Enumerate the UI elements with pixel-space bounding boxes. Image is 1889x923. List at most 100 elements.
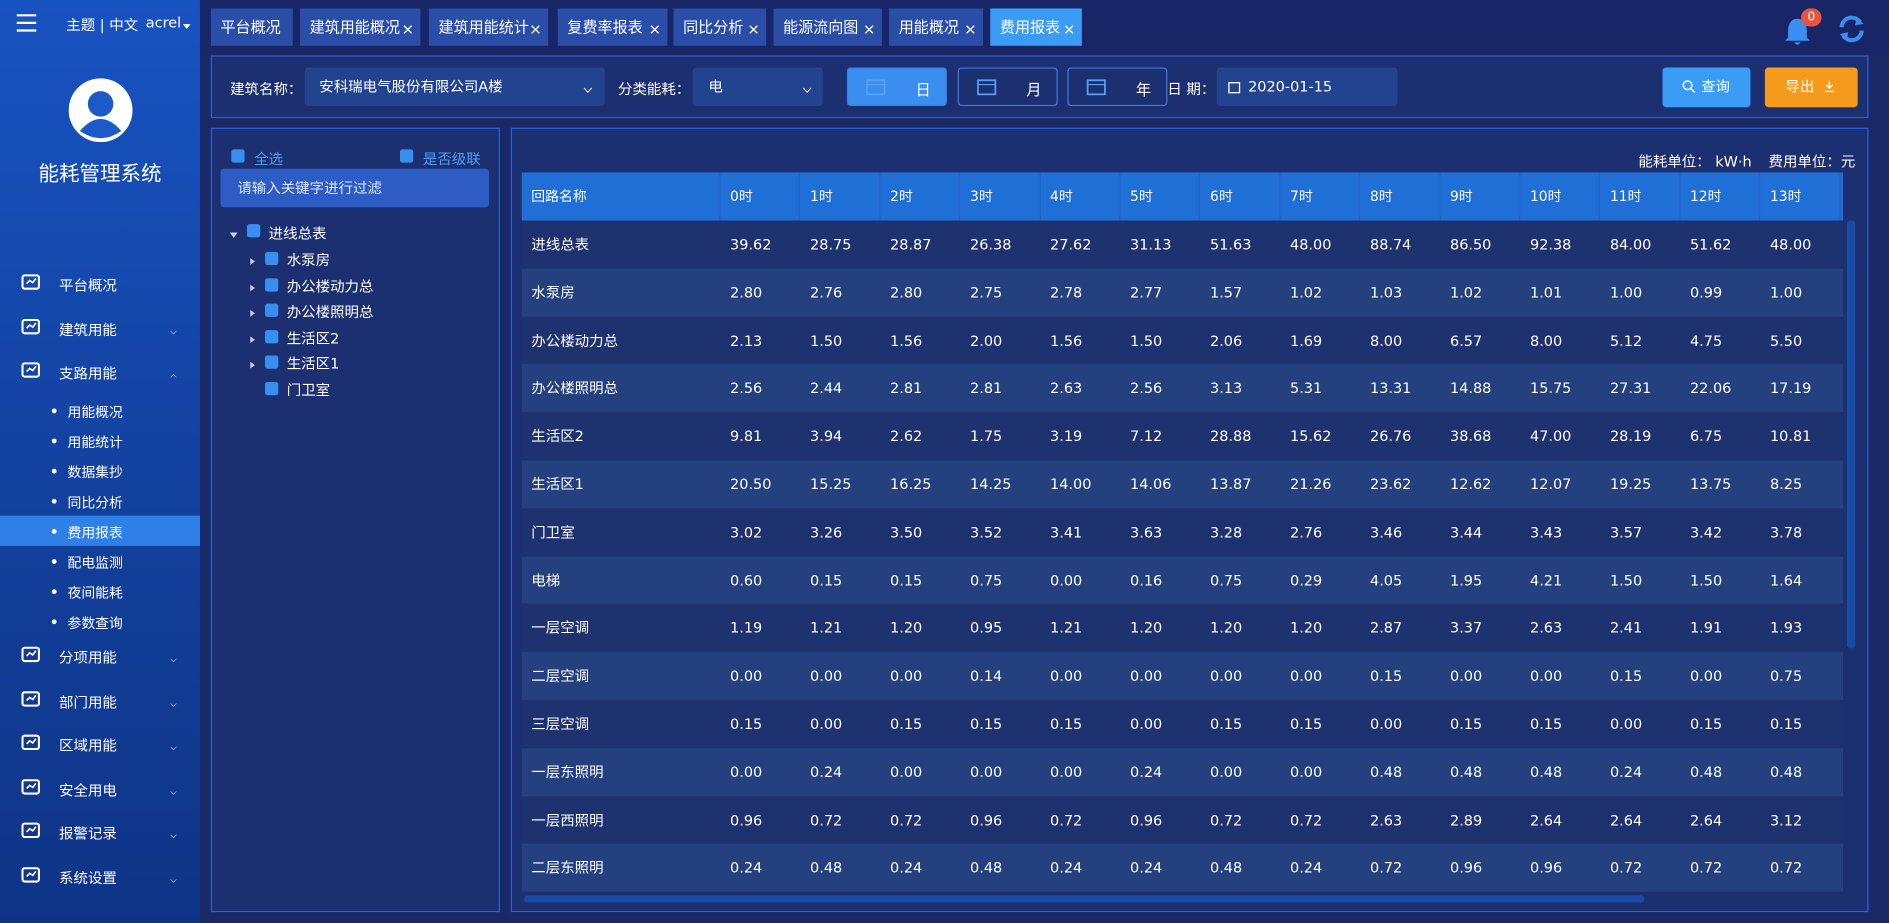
table-cell: 10.81 bbox=[1769, 427, 1812, 445]
checkbox[interactable] bbox=[265, 277, 279, 292]
column-header[interactable]: 1时 bbox=[800, 172, 881, 221]
table-cell: 2.06 bbox=[1210, 332, 1243, 349]
nav-item[interactable]: 系统设置 bbox=[59, 869, 117, 887]
tree-node[interactable]: 门卫室 bbox=[286, 381, 331, 399]
category-select[interactable]: 电 bbox=[692, 67, 823, 107]
column-header[interactable]: 9时 bbox=[1440, 172, 1521, 221]
period-button[interactable] bbox=[957, 67, 1058, 107]
nav-item[interactable]: 安全用电 bbox=[59, 781, 117, 799]
tree-expand bbox=[229, 227, 239, 238]
search-input[interactable]: 请输入关键字进行过滤 bbox=[220, 168, 490, 208]
tree-expand-svg bbox=[250, 336, 255, 343]
column-header[interactable]: 3时 bbox=[960, 172, 1041, 221]
sub-nav-item[interactable]: 同比分析 bbox=[67, 494, 123, 511]
sub-nav-item[interactable]: 夜间能耗 bbox=[67, 584, 123, 602]
tree-expand-svg bbox=[250, 362, 255, 369]
column-header[interactable]: 13时 bbox=[1760, 172, 1841, 221]
bell-icon[interactable] bbox=[1782, 14, 1813, 48]
close-icon[interactable] bbox=[649, 22, 660, 34]
cascade[interactable]: 是否级联 bbox=[422, 150, 481, 168]
table-cell: 0.72 bbox=[890, 811, 923, 829]
select-all[interactable]: 全选 bbox=[254, 150, 284, 168]
close-icon[interactable] bbox=[965, 22, 976, 34]
column-header[interactable]: 8时 bbox=[1360, 172, 1441, 221]
period-button[interactable] bbox=[1067, 67, 1168, 107]
table-cell: 0.00 bbox=[1050, 667, 1083, 685]
tab[interactable]: 建筑用能统计 bbox=[428, 8, 549, 46]
table-cell: 3.13 bbox=[1210, 380, 1243, 397]
table-cell: 3.78 bbox=[1769, 523, 1803, 541]
nav-item[interactable]: 分项用能 bbox=[59, 649, 117, 667]
column-header[interactable]: 5时 bbox=[1120, 172, 1201, 221]
nav-item[interactable]: 建筑用能 bbox=[59, 321, 117, 338]
table-cell: 1.21 bbox=[810, 619, 843, 637]
table-cell: 1.95 bbox=[1449, 571, 1483, 589]
export-button[interactable]: 导出 bbox=[1764, 67, 1858, 108]
table-row bbox=[521, 364, 1844, 413]
nav-icon-svg bbox=[21, 646, 40, 663]
close-icon[interactable] bbox=[1064, 22, 1075, 34]
checkbox[interactable] bbox=[265, 329, 279, 344]
checkbox[interactable] bbox=[265, 303, 279, 318]
tab[interactable]: 能源流向图 bbox=[773, 8, 882, 46]
sub-nav-item[interactable]: 用能统计 bbox=[67, 433, 123, 451]
sub-nav-item[interactable]: 费用报表 bbox=[67, 524, 123, 542]
sub-nav-item[interactable]: 数据集抄 bbox=[67, 463, 123, 481]
column-header[interactable]: 2时 bbox=[880, 172, 961, 221]
tree-node[interactable]: 办公楼照明总 bbox=[286, 303, 374, 321]
nav-arrow bbox=[169, 827, 179, 839]
nav-item[interactable]: 支路用能 bbox=[59, 365, 117, 382]
table-cell: 1.50 bbox=[1689, 571, 1723, 589]
tree-node[interactable]: 办公楼动力总 bbox=[286, 277, 374, 295]
building-select[interactable]: 安科瑞电气股份有限公司A楼 bbox=[304, 67, 605, 107]
checkbox[interactable] bbox=[265, 381, 279, 396]
tab[interactable]: 平台概况 bbox=[210, 8, 293, 46]
table-cell: 1.75 bbox=[970, 427, 1003, 445]
column-header[interactable]: 12时 bbox=[1680, 172, 1761, 221]
user-name[interactable]: acrel bbox=[145, 14, 182, 32]
nav-arrow bbox=[169, 322, 179, 334]
table-cell: 1.93 bbox=[1769, 619, 1803, 637]
nav-item[interactable]: 平台概况 bbox=[59, 277, 117, 295]
table-cell: 48.00 bbox=[1769, 236, 1812, 254]
checkbox[interactable] bbox=[231, 149, 245, 163]
tree-node[interactable]: 生活区2 bbox=[286, 329, 340, 347]
tree-node[interactable]: 生活区1 bbox=[286, 355, 340, 373]
tab[interactable]: 建筑用能概况 bbox=[299, 8, 421, 46]
checkbox[interactable] bbox=[399, 149, 414, 163]
theme-menu[interactable]: 主题 | 中文 bbox=[66, 16, 139, 34]
column-header[interactable]: 10时 bbox=[1520, 172, 1601, 221]
tab[interactable]: 费用报表 bbox=[990, 8, 1082, 46]
nav-item[interactable]: 区域用能 bbox=[59, 737, 117, 755]
sub-nav-item[interactable]: 用能概况 bbox=[67, 403, 123, 421]
table-cell: 0.24 bbox=[1609, 763, 1643, 781]
checkbox[interactable] bbox=[265, 355, 279, 370]
column-header[interactable]: 11时 bbox=[1600, 172, 1681, 221]
date-input[interactable]: 2020-01-15 bbox=[1216, 67, 1398, 107]
column-header[interactable]: 回路名称 bbox=[522, 172, 721, 221]
close-icon[interactable] bbox=[530, 22, 541, 34]
close-icon[interactable] bbox=[748, 22, 759, 34]
tree-node[interactable]: 水泵房 bbox=[286, 251, 331, 269]
menu-icon[interactable] bbox=[14, 12, 38, 34]
sub-nav-item[interactable]: 参数查询 bbox=[67, 614, 123, 632]
column-header[interactable]: 7时 bbox=[1280, 172, 1361, 221]
column-header[interactable]: 4时 bbox=[1040, 172, 1121, 221]
sub-nav-item[interactable]: 配电监测 bbox=[67, 554, 123, 572]
period-button[interactable] bbox=[846, 67, 947, 107]
checkbox[interactable] bbox=[246, 224, 261, 238]
column-header[interactable]: 6时 bbox=[1200, 172, 1281, 221]
tab[interactable]: 用能概况 bbox=[889, 8, 984, 46]
table-cell: 7.12 bbox=[1130, 427, 1163, 445]
nav-item[interactable]: 报警记录 bbox=[59, 825, 117, 843]
close-icon[interactable] bbox=[402, 22, 413, 34]
close-icon[interactable] bbox=[864, 22, 875, 34]
tab[interactable]: 复费率报表 bbox=[557, 8, 668, 46]
tree-node[interactable]: 进线总表 bbox=[268, 225, 327, 243]
refresh-icon[interactable] bbox=[1835, 12, 1869, 46]
table-cell: 2.87 bbox=[1369, 619, 1403, 637]
checkbox[interactable] bbox=[265, 251, 279, 266]
query-button[interactable]: 查询 bbox=[1662, 67, 1751, 108]
nav-item[interactable]: 部门用能 bbox=[59, 693, 117, 711]
column-header[interactable]: 0时 bbox=[720, 172, 801, 221]
